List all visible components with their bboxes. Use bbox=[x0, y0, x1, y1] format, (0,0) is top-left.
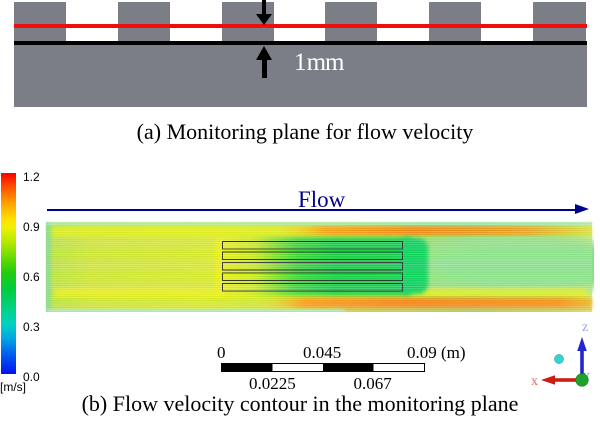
svg-text:x: x bbox=[531, 374, 538, 389]
svg-text:z: z bbox=[582, 320, 588, 335]
svg-text:y: y bbox=[583, 367, 590, 382]
